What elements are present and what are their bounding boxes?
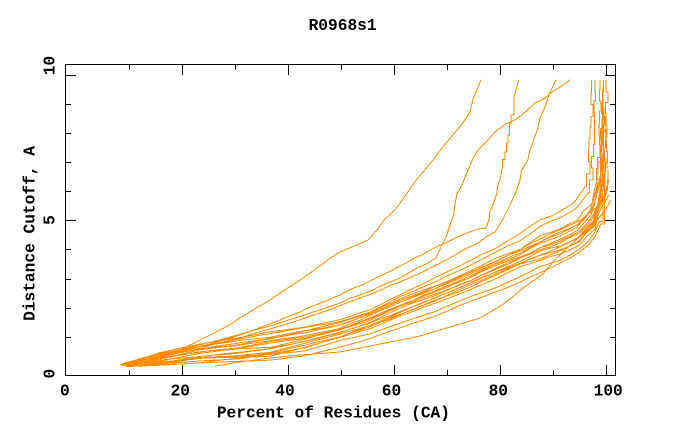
svg-text:80: 80: [489, 383, 508, 401]
svg-text:40: 40: [275, 383, 294, 401]
svg-text:Percent of Residues (CA): Percent of Residues (CA): [217, 404, 450, 422]
svg-text:0: 0: [60, 383, 70, 401]
svg-text:5: 5: [42, 215, 60, 225]
svg-text:R0968s1: R0968s1: [309, 17, 377, 35]
svg-text:60: 60: [382, 383, 401, 401]
svg-text:20: 20: [171, 383, 190, 401]
svg-text:100: 100: [594, 383, 623, 401]
svg-text:Distance Cutoff, A: Distance Cutoff, A: [22, 146, 40, 321]
svg-text:10: 10: [42, 56, 60, 75]
svg-text:0: 0: [42, 369, 60, 379]
